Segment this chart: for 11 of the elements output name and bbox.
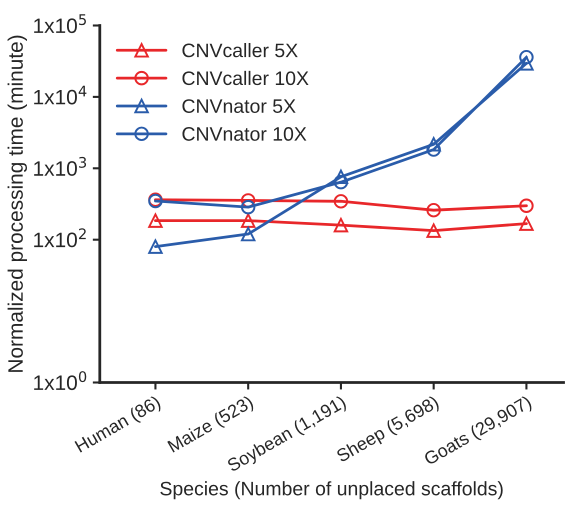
y-tick-label: 1x10$^{4}$ (34, 86, 86, 105)
legend-label: CNVcaller 5X (182, 43, 298, 58)
y-tick-label: 1x10$^{0}$ (34, 371, 86, 390)
x-axis-title: Species (Number of unplaced scaffolds) (160, 481, 503, 500)
y-tick-label: 1x10$^{2}$ (34, 228, 86, 248)
legend-label: CNVnator 5X (182, 99, 296, 113)
legend-label: CNVnator 10X (182, 127, 306, 141)
y-axis-title: Normalized processing time (minute) (8, 36, 28, 372)
y-tick-label: 1x10$^{3}$ (34, 156, 86, 176)
legend-label: CNVcaller 10X (182, 70, 309, 86)
y-tick-label: 1x10$^{5}$ (34, 14, 86, 34)
